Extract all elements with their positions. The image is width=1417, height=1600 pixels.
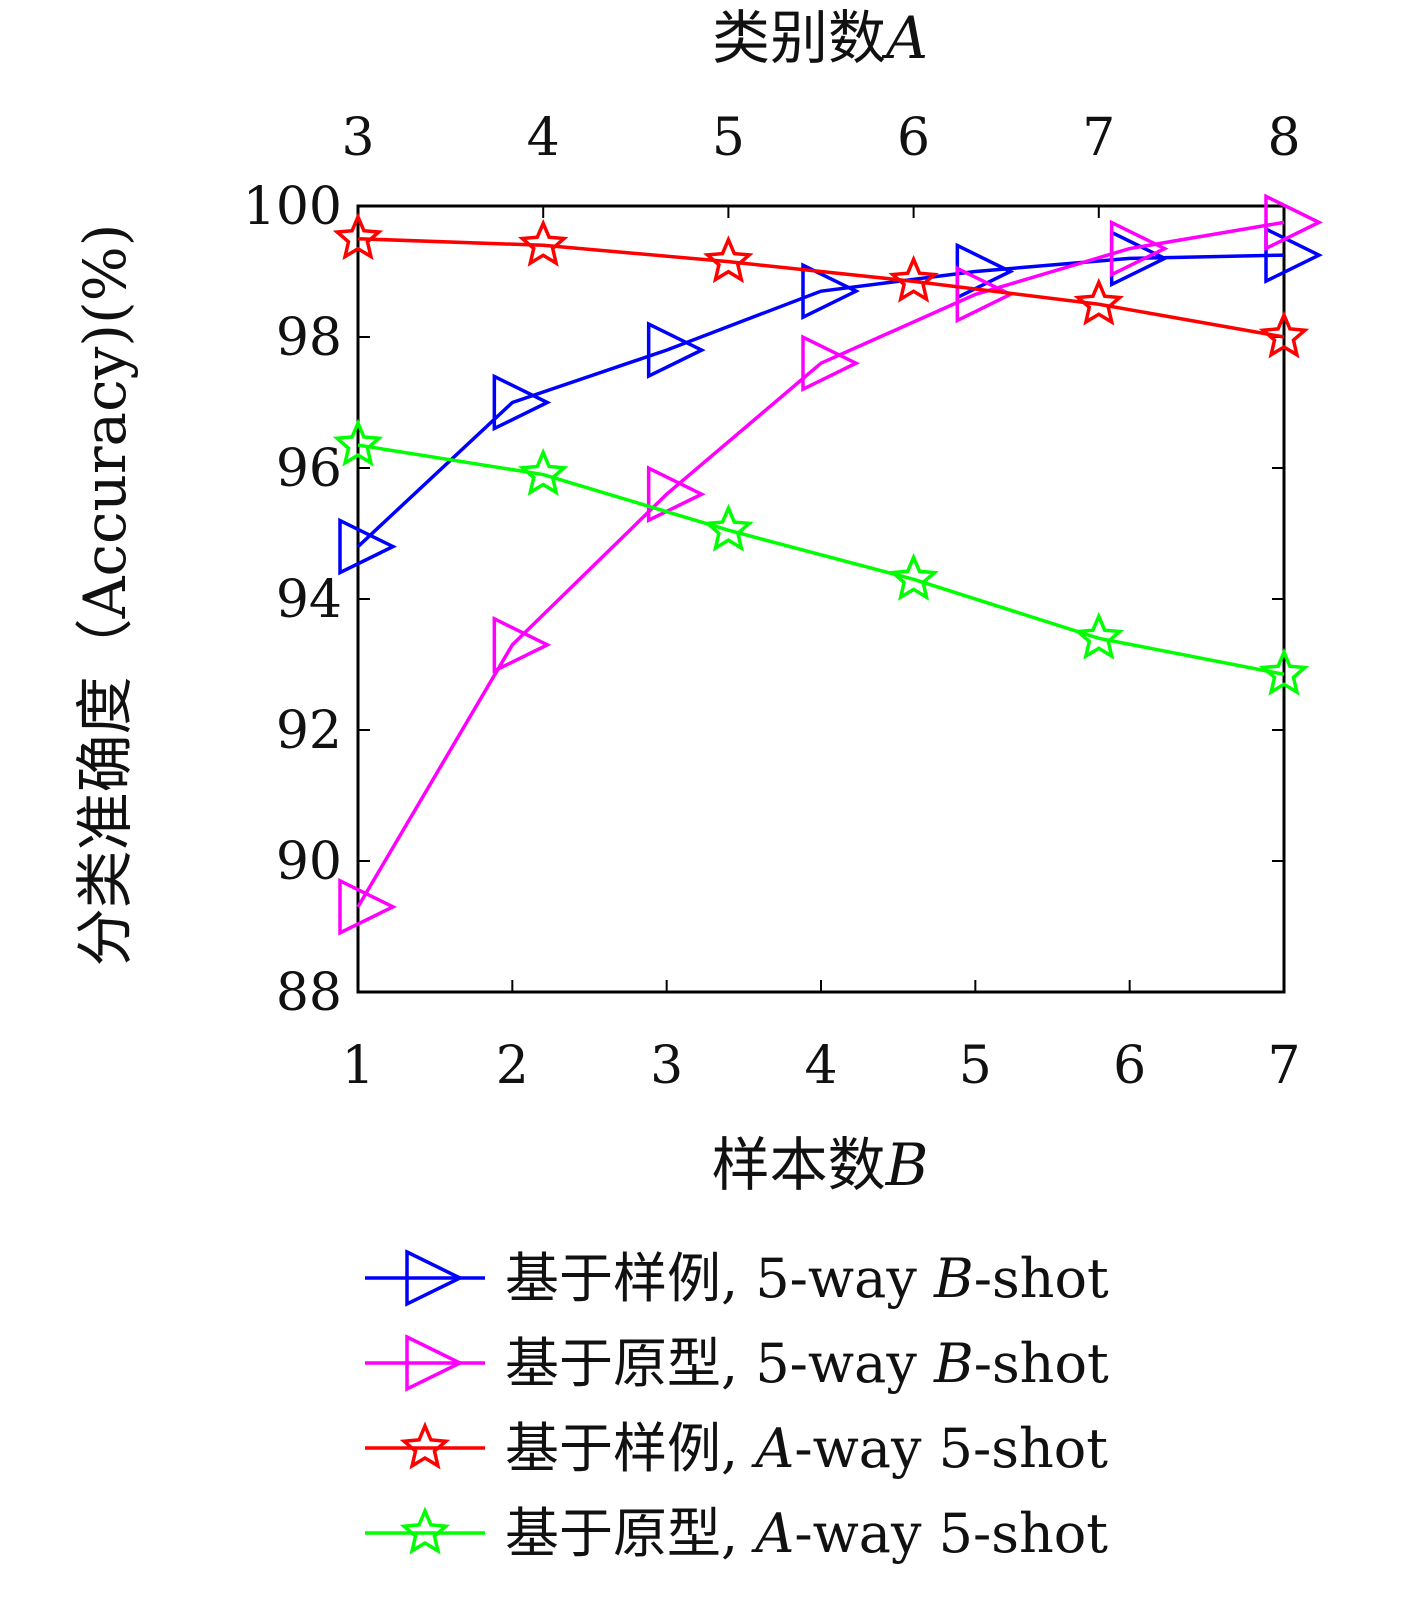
data-point: [955, 265, 1015, 324]
series-line: [356, 220, 1285, 908]
legend-marker: [405, 1334, 464, 1392]
series-4: [332, 418, 1310, 696]
legend-item: 基于原型, A-way 5-shot: [365, 1502, 1108, 1565]
data-point: [492, 616, 552, 674]
data-point: [646, 465, 706, 524]
y-tick-label: 100: [243, 177, 342, 237]
data-point: [703, 235, 754, 284]
legend-label: 基于原型, 5-way B-shot: [505, 1332, 1109, 1395]
legend-item: 基于原型, 5-way B-shot: [365, 1332, 1109, 1395]
bottom-tick-label: 5: [959, 1036, 992, 1096]
legend-label: 基于样例, A-way 5-shot: [505, 1417, 1108, 1480]
data-point: [1073, 611, 1124, 660]
data-point: [518, 218, 569, 267]
y-tick-label: 98: [276, 308, 342, 368]
data-point: [492, 373, 552, 432]
legend-marker: [399, 1506, 451, 1555]
ticks-layer: 100 98 96 94 92 90 88 1 2 3 4 5 6 7 3 4 5 6 7 8: [243, 108, 1301, 1096]
data-point: [888, 254, 939, 303]
y-tick-label: 88: [276, 963, 342, 1023]
series-1: [338, 226, 1323, 576]
top-tick-label: 3: [341, 108, 374, 168]
data-point: [888, 552, 939, 601]
series-layer: [332, 193, 1323, 936]
bottom-axis-title: 样本数B: [712, 1131, 929, 1199]
legend-item: 基于样例, 5-way B-shot: [365, 1247, 1109, 1310]
series-3: [332, 212, 1310, 359]
data-point: [518, 447, 569, 496]
y-axis-title: 分类准确度（Accuracy)(%): [71, 224, 139, 967]
data-point: [332, 212, 384, 261]
top-tick-label: 8: [1267, 108, 1300, 168]
bottom-tick-label: 6: [1113, 1036, 1146, 1096]
top-axis-title: 类别数A: [712, 4, 928, 72]
series-2: [338, 193, 1323, 936]
legend-item: 基于样例, A-way 5-shot: [365, 1417, 1108, 1480]
data-point: [801, 262, 860, 320]
bottom-tick-label: 7: [1267, 1036, 1300, 1096]
data-point: [1258, 647, 1310, 696]
data-point: [646, 321, 706, 379]
y-tick-label: 92: [276, 701, 342, 761]
data-point: [332, 418, 384, 467]
top-tick-label: 5: [712, 108, 745, 168]
bottom-tick-label: 1: [341, 1036, 374, 1096]
legend: 基于样例, 5-way B-shot 基于原型, 5-way B-shot 基于样例…: [365, 1247, 1109, 1565]
series-line: [357, 443, 1285, 677]
data-point: [338, 878, 397, 936]
data-point: [1264, 193, 1323, 252]
y-tick-label: 90: [276, 832, 342, 892]
data-point: [1109, 219, 1169, 278]
top-tick-label: 4: [527, 108, 560, 168]
data-point: [338, 517, 397, 576]
top-tick-label: 7: [1082, 108, 1115, 168]
top-tick-label: 6: [897, 108, 930, 168]
legend-marker: [405, 1249, 464, 1307]
series-line: [356, 253, 1285, 548]
legend-marker: [399, 1421, 451, 1470]
legend-label: 基于样例, 5-way B-shot: [505, 1247, 1109, 1310]
data-point: [1073, 277, 1124, 326]
data-point: [1258, 310, 1310, 359]
series-line: [357, 237, 1285, 339]
y-tick-label: 96: [276, 439, 342, 499]
plot-frame: [356, 204, 1286, 994]
bottom-tick-label: 3: [650, 1036, 683, 1096]
data-point: [801, 334, 860, 393]
bottom-tick-label: 2: [496, 1036, 529, 1096]
bottom-tick-label: 4: [804, 1036, 837, 1096]
y-tick-label: 94: [276, 570, 342, 630]
data-point: [1264, 226, 1323, 284]
data-point: [703, 503, 754, 552]
legend-label: 基于原型, A-way 5-shot: [505, 1502, 1108, 1565]
